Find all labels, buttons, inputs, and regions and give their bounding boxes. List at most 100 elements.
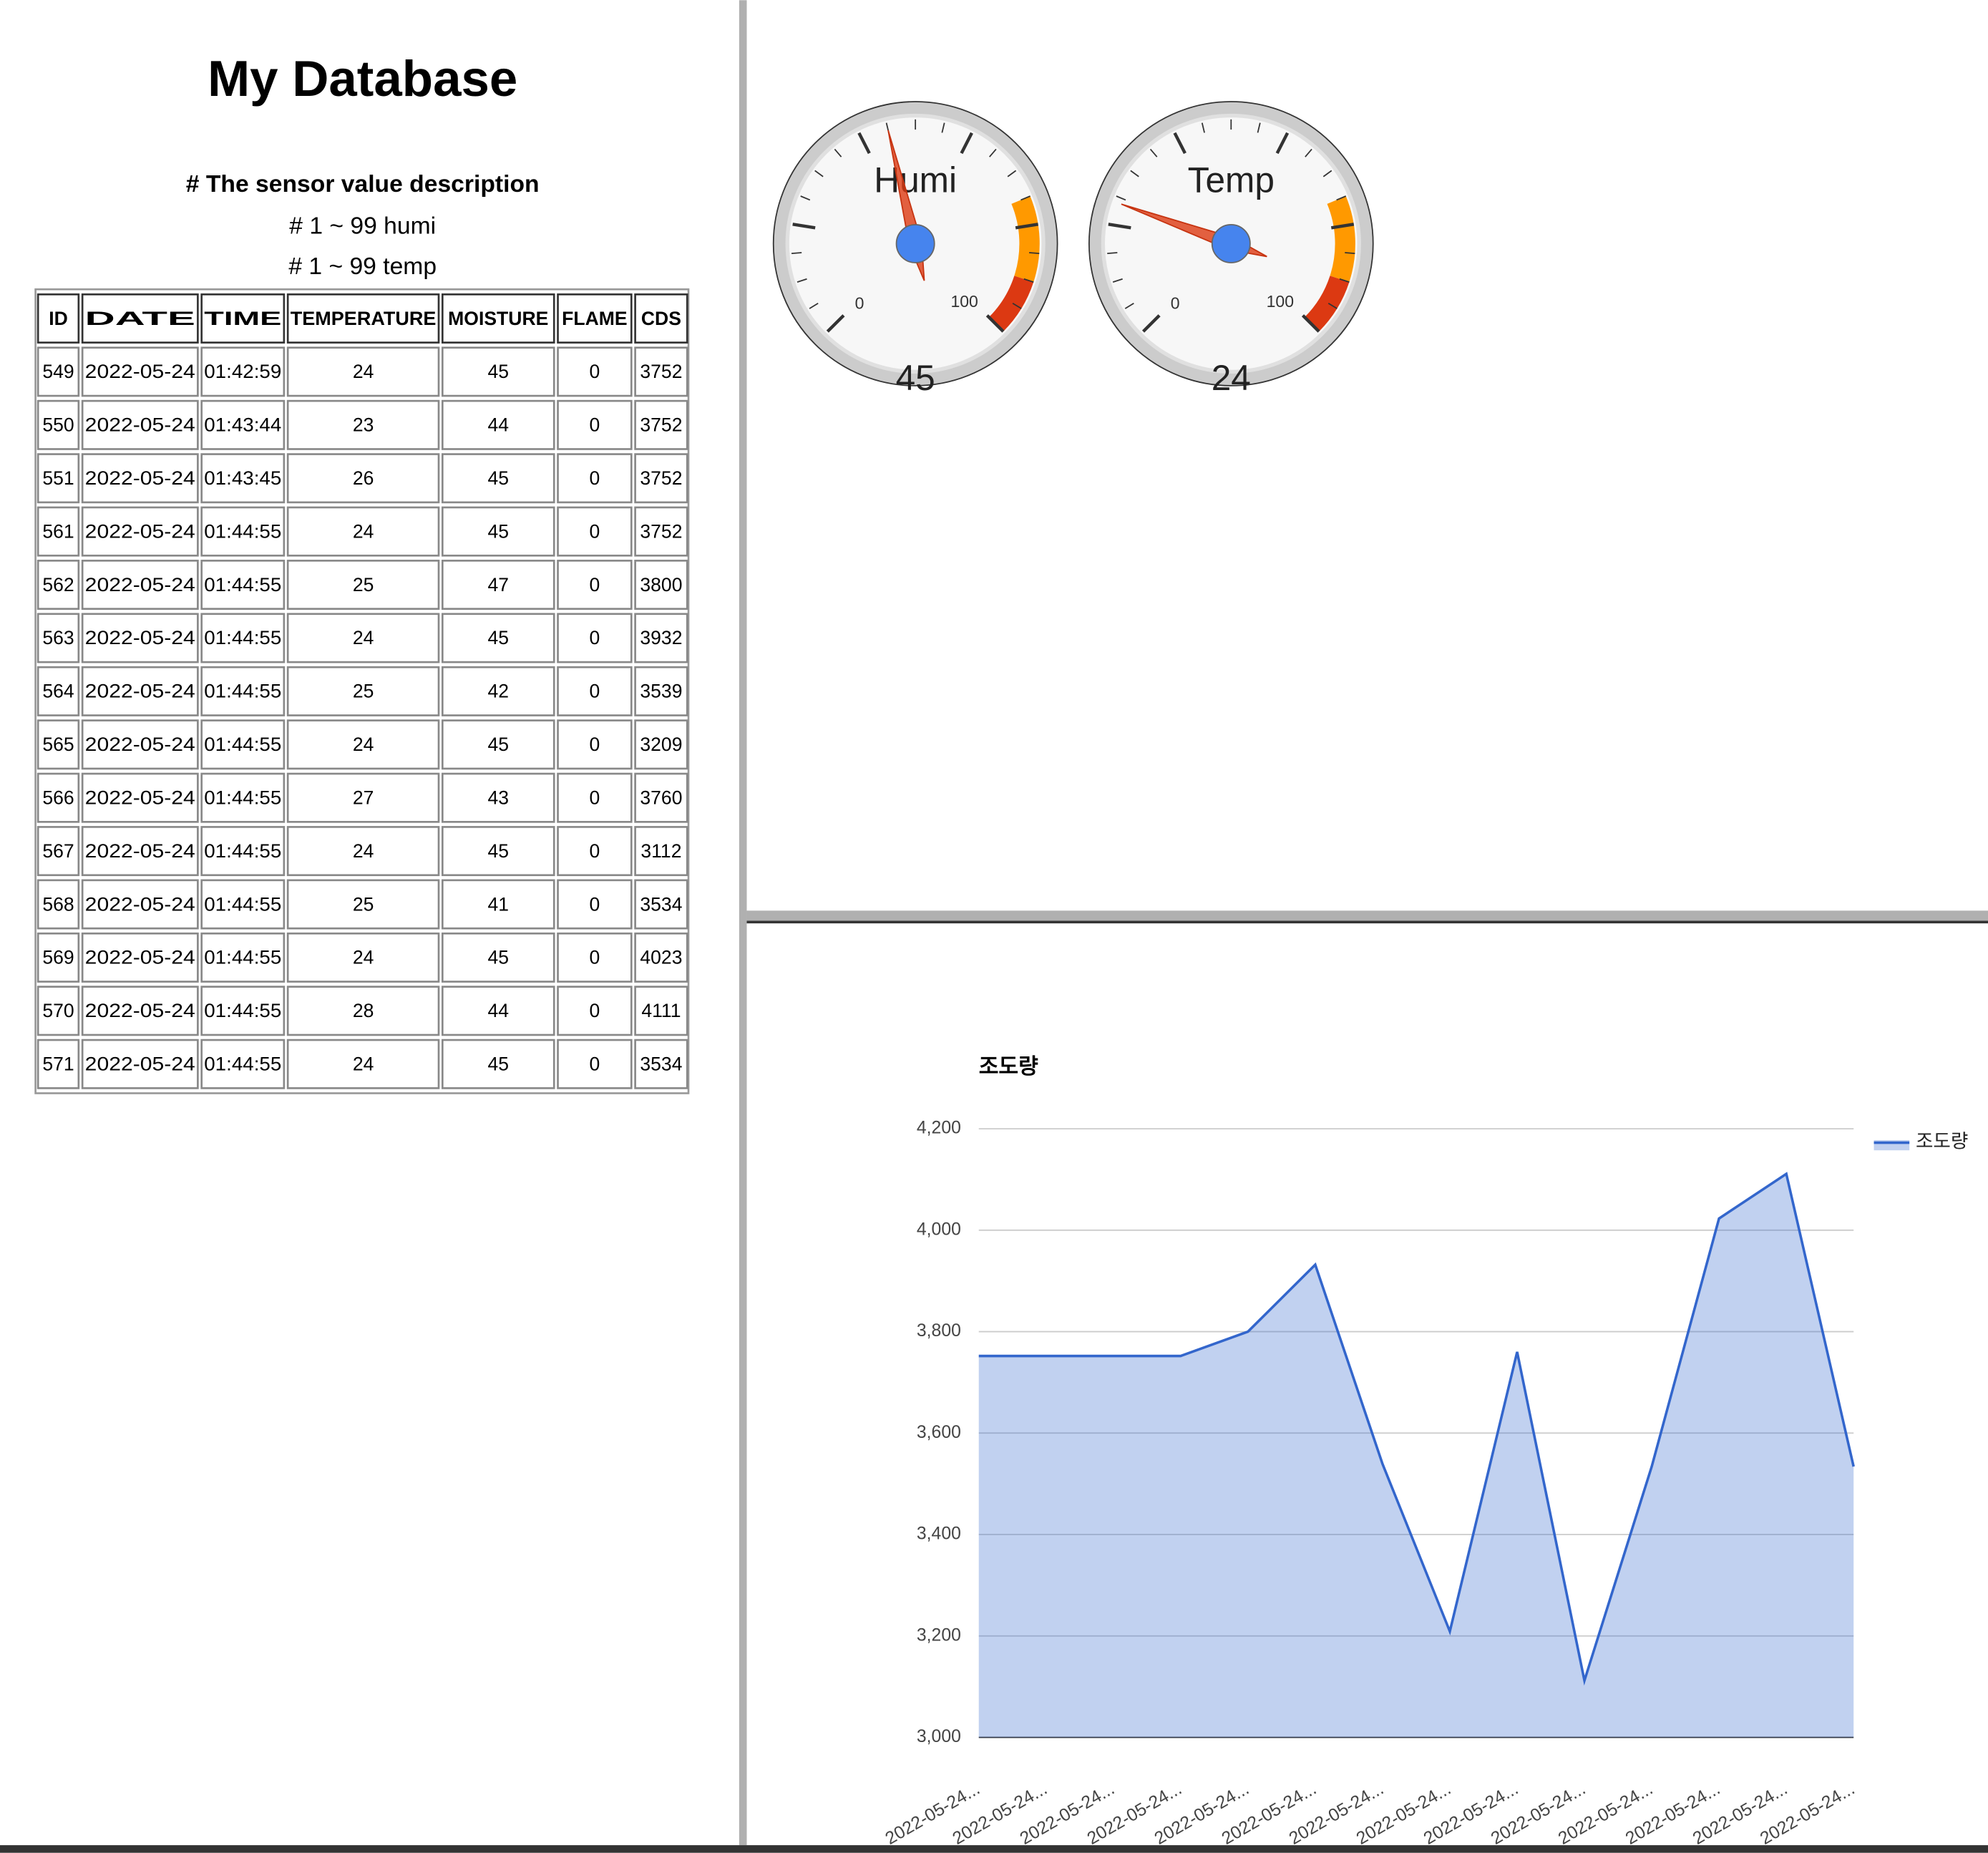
table-cell-text: 01:43:45 [204, 467, 281, 489]
gauge-label: Temp [1188, 160, 1275, 200]
table-cell-text: 01:44:55 [204, 1054, 281, 1075]
table-cell-text: 2022-05-24 [85, 681, 195, 702]
table-cell-text: 45 [487, 361, 509, 382]
table-cell [441, 399, 555, 450]
gauge-yellow-band [1011, 196, 1040, 283]
table-cell [81, 879, 199, 930]
table-cell [200, 346, 286, 397]
table-cell [286, 560, 440, 611]
column-header: FLAME [562, 308, 627, 329]
table-cell [200, 1039, 286, 1089]
table-cell [81, 560, 199, 611]
table-cell-text: 3112 [640, 840, 681, 862]
table-cell-text: 0 [590, 681, 600, 702]
table-cell [286, 613, 440, 663]
y-tick-label: 4,000 [917, 1220, 961, 1239]
table-cell-text: 4023 [640, 947, 682, 968]
table-cell [36, 772, 80, 823]
table-cell [36, 560, 80, 611]
table-cell [286, 932, 440, 983]
table-cell [36, 719, 80, 770]
table-cell [441, 506, 555, 557]
table-cell [441, 293, 555, 344]
table-cell [200, 932, 286, 983]
area-fill [978, 1174, 1854, 1738]
table-cell-text: 549 [42, 361, 74, 382]
table-cell-text: 01:44:55 [204, 734, 281, 755]
table-cell [81, 932, 199, 983]
table-cell-text: 24 [353, 627, 374, 648]
gauge-tick [1149, 148, 1158, 157]
table-cell [634, 560, 688, 611]
table-cell-text: 01:44:55 [204, 627, 281, 648]
table-cell-text: 0 [590, 467, 600, 489]
table-cell-text: 571 [42, 1054, 74, 1075]
bottom-bar [0, 1845, 1988, 1853]
table-cell [36, 879, 80, 930]
table-cell-text: 25 [353, 893, 374, 915]
table-border [34, 288, 690, 1094]
table-cell-text: 0 [590, 840, 600, 862]
table-cell-text: 26 [353, 467, 374, 489]
gauge-tick [826, 314, 845, 333]
gauge-value: 45 [896, 358, 935, 398]
gauge-tick [1130, 170, 1139, 177]
table-cell-text: 3534 [640, 893, 682, 915]
table-cell [36, 293, 80, 344]
gauge-hub [1211, 223, 1251, 263]
table-cell-text: 24 [353, 840, 374, 862]
table-cell [441, 932, 555, 983]
table-cell [200, 666, 286, 716]
gauge-tick [1116, 195, 1126, 201]
table-cell [81, 719, 199, 770]
table-cell [81, 346, 199, 397]
table-cell [634, 719, 688, 770]
table-cell-text: 562 [42, 574, 74, 595]
gauge-tick [1007, 170, 1017, 177]
table-cell [200, 719, 286, 770]
table-cell-text: 01:44:55 [204, 681, 281, 702]
table-cell-text: 3932 [640, 627, 682, 648]
horizontal-divider [746, 910, 1988, 921]
table-cell [200, 399, 286, 450]
table-cell-text: 45 [487, 467, 509, 489]
table-cell [286, 346, 440, 397]
column-header: CDS [641, 308, 681, 329]
table-cell [557, 666, 633, 716]
table-cell-text: 2022-05-24 [85, 520, 195, 542]
table-cell-text: 551 [42, 467, 74, 489]
gauge-tick [1336, 195, 1347, 201]
table-cell [36, 399, 80, 450]
table-cell-text: 3752 [640, 414, 682, 436]
table-cell [634, 506, 688, 557]
table-cell [36, 613, 80, 663]
table-cell [634, 346, 688, 397]
gauge-tick [1339, 278, 1350, 283]
table-cell [286, 719, 440, 770]
table-cell [557, 932, 633, 983]
table-cell [36, 826, 80, 877]
table-cell [81, 1039, 199, 1089]
y-tick-label: 3,800 [917, 1321, 961, 1341]
table-cell [81, 666, 199, 716]
table-cell-text: 45 [487, 947, 509, 968]
table-cell [200, 506, 286, 557]
gauge-min-label: 0 [855, 294, 864, 313]
table-cell [81, 613, 199, 663]
gauge-tick [985, 314, 1005, 333]
table-cell [36, 932, 80, 983]
table-cell-text: 45 [487, 734, 509, 755]
column-header: TIME [204, 308, 281, 329]
table-cell [441, 772, 555, 823]
table-cell-text: 3752 [640, 467, 682, 489]
table-cell-text: 23 [353, 414, 374, 436]
gauge-yellow-band [1327, 196, 1355, 283]
table-cell [634, 666, 688, 716]
gauge-tick [1327, 303, 1337, 309]
table-cell-text: 561 [42, 520, 74, 542]
table-cell [286, 986, 440, 1036]
table-cell-text: 0 [590, 414, 600, 436]
table-cell-text: 01:44:55 [204, 787, 281, 808]
table-cell-text: 41 [487, 893, 509, 915]
table-cell-text: 24 [353, 947, 374, 968]
